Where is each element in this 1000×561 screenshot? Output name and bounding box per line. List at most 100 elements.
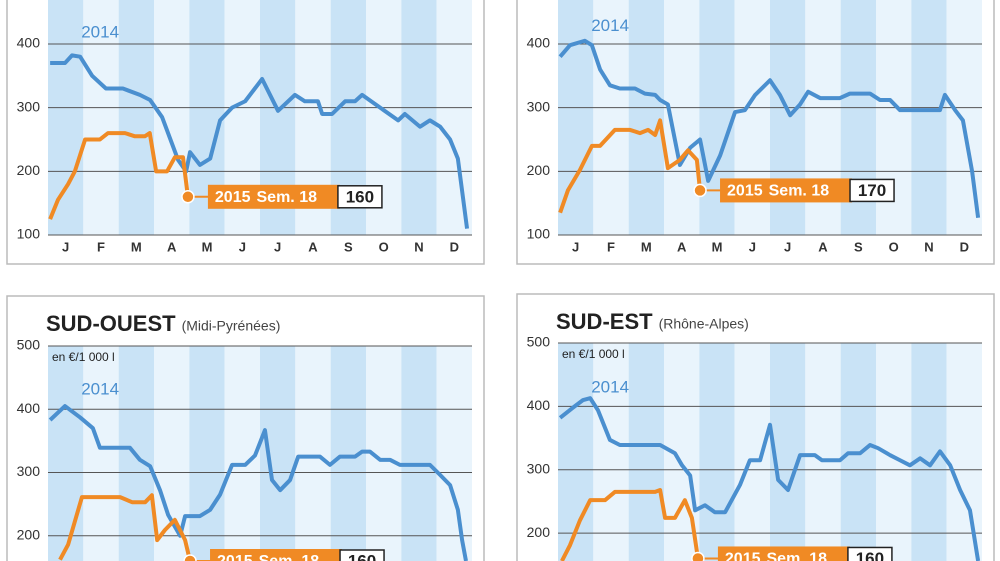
y-tick-label: 400	[17, 400, 41, 416]
y-tick-label: 200	[17, 526, 41, 542]
series-line	[48, 404, 468, 561]
x-tick-label: N	[414, 239, 423, 254]
x-tick-label: J	[274, 239, 281, 254]
x-tick-label: A	[677, 239, 687, 254]
x-tick-label: F	[607, 239, 615, 254]
y-tick-label: 100	[17, 226, 41, 242]
month-stripe	[911, 0, 947, 235]
series-line	[50, 53, 470, 229]
series-label: 2014	[81, 23, 119, 42]
annotation-series: 2015	[725, 551, 761, 561]
annotation-box	[717, 546, 850, 561]
value-box	[849, 178, 895, 203]
series-line	[558, 396, 981, 561]
value-label: 160	[856, 549, 884, 561]
value-box	[847, 546, 893, 561]
annotation-box	[720, 178, 853, 203]
series-label: 2014	[591, 16, 629, 35]
month-stripe	[118, 0, 154, 235]
chart-subtitle: (Rhône-Alpes)	[659, 316, 749, 332]
month-stripe	[593, 343, 629, 561]
x-tick-label: A	[167, 239, 177, 254]
month-stripe	[260, 346, 296, 561]
y-tick-label: 300	[527, 460, 551, 476]
x-tick-label: F	[97, 239, 105, 254]
unit-label: en €/1 000 l	[562, 347, 625, 361]
x-tick-label: M	[131, 239, 142, 254]
y-tick-label: 400	[17, 35, 41, 51]
annotation-text: Sem. 18	[257, 189, 318, 206]
y-tick-label: 300	[17, 463, 41, 479]
x-tick-label: O	[889, 239, 899, 254]
end-marker	[181, 190, 195, 204]
chart-title: SUD-EST	[556, 309, 653, 334]
value-label: 170	[858, 181, 886, 200]
annotation-series: 2015	[217, 553, 253, 561]
y-tick-label: 400	[527, 397, 551, 413]
y-tick-label: 500	[17, 337, 41, 353]
series-label: 2014	[81, 379, 119, 398]
series-line	[58, 493, 192, 561]
month-stripe	[628, 0, 664, 235]
y-tick-label: 100	[527, 226, 551, 242]
annotation-text: Sem. 18	[259, 553, 320, 561]
x-tick-label: M	[202, 239, 213, 254]
x-tick-label: J	[62, 239, 69, 254]
month-stripe	[628, 343, 664, 561]
month-stripe	[593, 0, 629, 235]
series-line	[48, 131, 190, 220]
chart-panel: 200 300 400 500 SUD-EST (Rhône-Alpes) en €/1 0…	[516, 293, 995, 561]
annotation-series: 2015	[727, 183, 763, 200]
month-stripe	[734, 343, 770, 561]
series-line	[558, 118, 703, 214]
value-box	[339, 549, 385, 561]
month-stripe	[154, 346, 190, 561]
end-marker	[691, 551, 705, 561]
value-box	[337, 185, 383, 209]
x-tick-label: N	[924, 239, 933, 254]
annotation-series: 2015	[215, 189, 251, 206]
month-stripe	[436, 0, 472, 235]
month-stripe	[699, 343, 735, 561]
x-tick-label: A	[818, 239, 828, 254]
series-line	[560, 488, 700, 561]
series-label: 2014	[591, 377, 629, 396]
x-tick-label: D	[960, 239, 969, 254]
y-tick-label: 500	[527, 334, 551, 350]
annotation-text: Sem. 18	[767, 551, 828, 561]
x-tick-label: D	[450, 239, 459, 254]
month-stripe	[295, 346, 331, 561]
chart-title: SUD-OUEST	[46, 311, 176, 336]
chart-panel: 100 200 300 400 J F M A M J J A S O N D 2014 2015 Sem. 18 1…	[6, 0, 485, 265]
month-stripe	[436, 346, 472, 561]
month-stripe	[558, 343, 594, 561]
y-tick-label: 300	[527, 98, 551, 114]
x-tick-label: J	[572, 239, 579, 254]
chart-panel: 200 300 400 500 SUD-OUEST (Midi-Pyrénées) en €…	[6, 295, 485, 561]
month-stripe	[48, 346, 84, 561]
value-label: 160	[348, 551, 376, 561]
annotation-box	[210, 549, 343, 561]
y-tick-label: 200	[527, 162, 551, 178]
x-tick-label: J	[239, 239, 246, 254]
x-tick-label: A	[308, 239, 318, 254]
x-tick-label: J	[749, 239, 756, 254]
x-tick-label: M	[641, 239, 652, 254]
x-tick-label: O	[379, 239, 389, 254]
month-stripe	[805, 343, 841, 561]
unit-label: en €/1 000 l	[52, 350, 115, 364]
x-tick-label: S	[854, 239, 863, 254]
month-stripe	[189, 346, 225, 561]
x-tick-label: M	[712, 239, 723, 254]
annotation-text: Sem. 18	[769, 183, 830, 200]
month-stripe	[946, 343, 982, 561]
end-marker	[693, 183, 707, 198]
month-stripe	[401, 346, 437, 561]
y-tick-label: 300	[17, 98, 41, 114]
x-tick-label: J	[784, 239, 791, 254]
series-line	[558, 38, 981, 219]
chart-subtitle: (Midi-Pyrénées)	[182, 318, 281, 334]
month-stripe	[83, 0, 119, 235]
